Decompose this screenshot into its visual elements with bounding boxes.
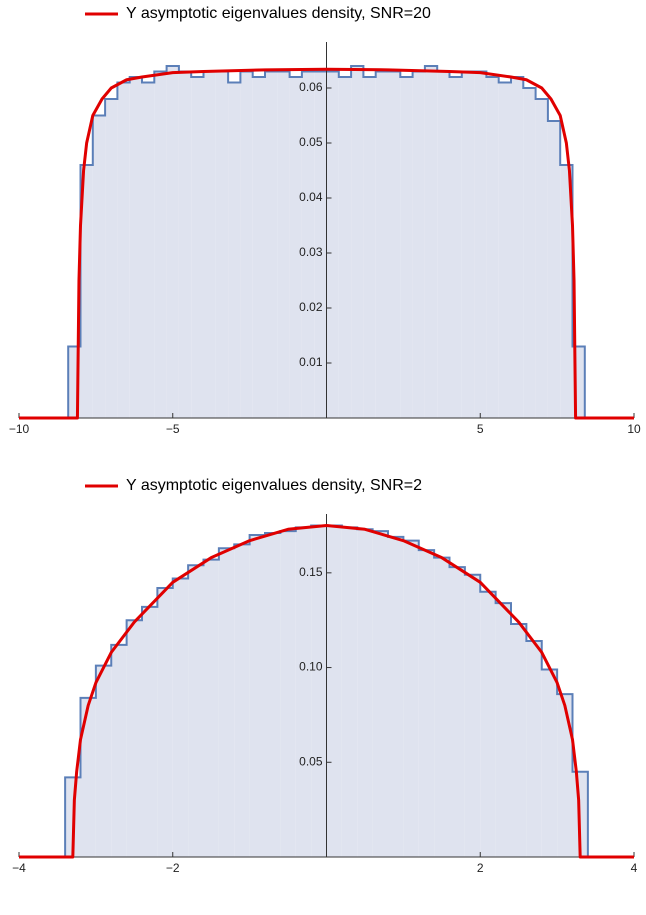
histogram-bar <box>178 71 192 418</box>
histogram-bar <box>129 77 142 418</box>
histogram-bar <box>203 71 216 418</box>
histogram-bar <box>277 71 290 418</box>
histogram-bar <box>541 669 558 857</box>
histogram-bar <box>495 603 511 857</box>
x-tick-label: −5 <box>166 422 180 436</box>
histogram-bar <box>461 71 475 418</box>
histogram-bar <box>357 529 373 857</box>
density-curve <box>19 67 634 420</box>
y-tick-label: 0.03 <box>299 245 323 259</box>
histogram-bar <box>523 88 536 418</box>
histogram-bar <box>142 606 158 857</box>
histogram-bar <box>464 574 481 857</box>
histogram-bar <box>105 99 118 418</box>
histogram-bar <box>166 66 179 418</box>
histogram-bar <box>511 623 527 857</box>
histogram-bar <box>375 71 388 418</box>
histogram-bar <box>215 71 229 418</box>
y-tick-label: 0.05 <box>299 754 323 768</box>
histogram-bar <box>437 71 450 418</box>
y-tick-label: 0.10 <box>299 660 323 674</box>
x-tick-label: 4 <box>631 861 638 875</box>
histogram-bar <box>188 565 204 857</box>
histogram-bar <box>498 82 511 418</box>
histogram-bar <box>474 71 487 418</box>
histogram-bar <box>326 71 339 418</box>
y-tick-label: 0.06 <box>299 80 323 94</box>
histogram-bar <box>92 115 106 418</box>
histogram-bar <box>295 527 312 857</box>
histogram-bar <box>80 697 96 857</box>
histogram-bar <box>126 620 142 857</box>
histogram-bar <box>511 77 524 418</box>
histogram-bar <box>234 544 250 857</box>
x-tick-label: −4 <box>12 861 26 875</box>
histogram-bar <box>372 531 388 857</box>
x-tick-label: −10 <box>9 422 30 436</box>
histogram-bar <box>403 540 419 857</box>
histogram-bar <box>95 665 112 857</box>
histogram-bar <box>535 99 548 418</box>
histogram-bar <box>449 567 465 857</box>
histogram-bar <box>172 578 189 857</box>
histogram-bar <box>480 591 496 857</box>
histogram-bar <box>560 165 573 418</box>
histogram-bar <box>388 71 401 418</box>
y-tick-label: 0.01 <box>299 355 323 369</box>
histogram-bar <box>191 77 204 418</box>
histogram-bar <box>418 550 435 857</box>
histogram-bar <box>557 694 573 857</box>
histogram-bar <box>117 82 130 418</box>
legend-label: Y asymptotic eigenvalues density, SNR=2 <box>126 477 422 494</box>
histogram-bar <box>289 77 302 418</box>
x-tick-label: −2 <box>166 861 180 875</box>
histogram-bar <box>400 77 413 418</box>
histogram-bar <box>311 525 327 857</box>
histogram-bar <box>142 82 155 418</box>
x-tick-label: 5 <box>477 422 484 436</box>
histogram-bar <box>203 559 219 857</box>
histogram-bar <box>111 644 127 857</box>
histogram-bar <box>228 82 241 418</box>
x-tick-label: 10 <box>627 422 641 436</box>
histogram-bar <box>486 77 499 418</box>
histogram-bar <box>434 557 450 857</box>
histogram-bar <box>218 548 235 857</box>
histogram-bar <box>363 77 376 418</box>
histogram-bar <box>388 536 404 857</box>
histogram-bar <box>338 77 352 418</box>
histogram-bar <box>351 66 364 418</box>
histogram-bar <box>280 531 296 857</box>
histogram-bar <box>301 71 315 418</box>
histogram-bar <box>265 533 281 857</box>
histogram-bar <box>449 77 462 418</box>
histogram-bar <box>424 66 438 418</box>
legend-label: Y asymptotic eigenvalues density, SNR=20 <box>126 5 431 22</box>
y-tick-label: 0.04 <box>299 190 323 204</box>
histogram-bar <box>240 71 253 418</box>
histogram-bar <box>341 527 358 857</box>
histogram-bar <box>80 165 93 418</box>
histogram-bar <box>249 534 265 857</box>
histogram-bar <box>314 71 327 418</box>
histogram-bar <box>526 641 542 857</box>
histogram-bar <box>252 77 265 418</box>
y-tick-label: 0.02 <box>299 300 323 314</box>
histogram-bar <box>547 121 561 418</box>
histogram-bar <box>326 525 342 857</box>
x-tick-label: 2 <box>477 861 484 875</box>
histogram-bar <box>154 71 167 418</box>
histogram-bar <box>157 587 173 857</box>
histogram-bar <box>412 71 425 418</box>
y-tick-label: 0.15 <box>299 565 323 579</box>
histogram-bar <box>265 71 278 418</box>
y-tick-label: 0.05 <box>299 135 323 149</box>
density-curve <box>19 523 634 859</box>
